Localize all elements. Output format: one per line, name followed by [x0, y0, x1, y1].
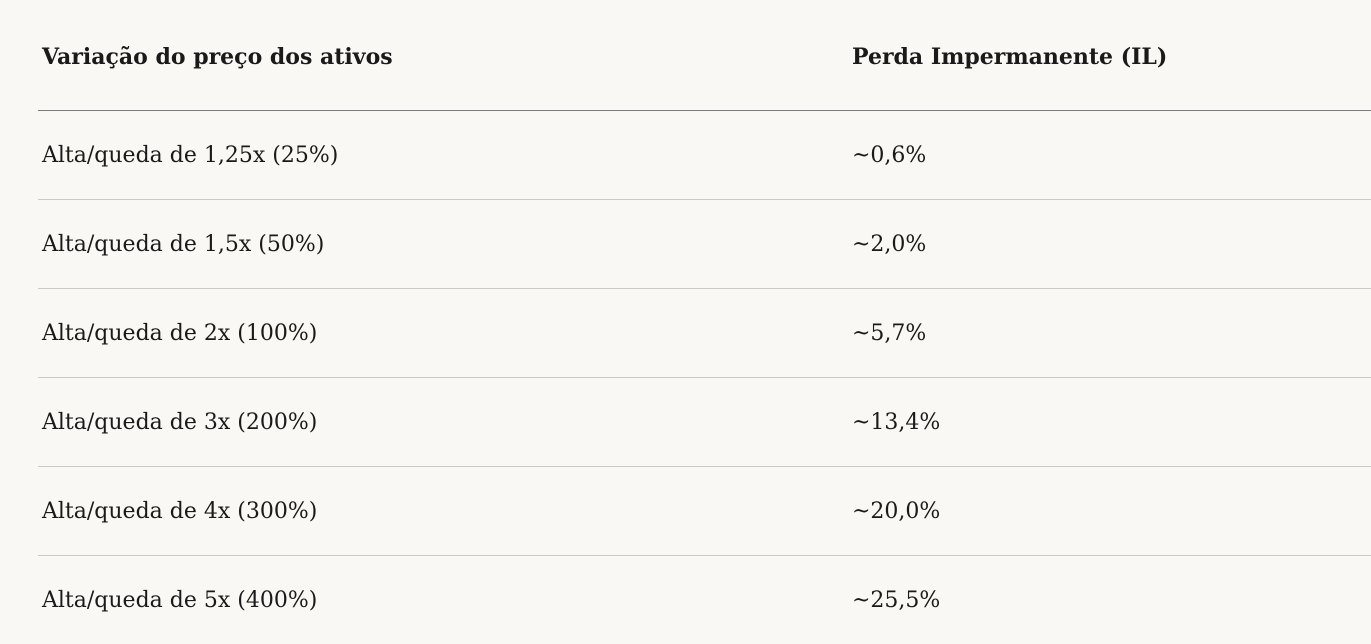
- il-cell: ~13,4%: [848, 378, 1371, 467]
- price-variation-cell: Alta/queda de 3x (200%): [38, 378, 848, 467]
- price-variation-cell: Alta/queda de 5x (400%): [38, 556, 848, 644]
- header-price-variation: Variação do preço dos ativos: [38, 38, 848, 111]
- price-variation-cell: Alta/queda de 2x (100%): [38, 289, 848, 378]
- il-cell: ~0,6%: [848, 111, 1371, 200]
- table-row: Alta/queda de 2x (100%)~5,7%: [38, 289, 1371, 378]
- table-row: Alta/queda de 5x (400%)~25,5%: [38, 556, 1371, 644]
- price-variation-cell: Alta/queda de 1,25x (25%): [38, 111, 848, 200]
- header-impermanent-loss: Perda Impermanente (IL): [848, 38, 1371, 111]
- table-row: Alta/queda de 1,25x (25%)~0,6%: [38, 111, 1371, 200]
- price-variation-cell: Alta/queda de 1,5x (50%): [38, 200, 848, 289]
- il-cell: ~25,5%: [848, 556, 1371, 644]
- il-cell: ~5,7%: [848, 289, 1371, 378]
- price-variation-cell: Alta/queda de 4x (300%): [38, 467, 848, 556]
- il-cell: ~20,0%: [848, 467, 1371, 556]
- header-row: Variação do preço dos ativos Perda Imper…: [38, 38, 1371, 111]
- table-row: Alta/queda de 4x (300%)~20,0%: [38, 467, 1371, 556]
- impermanent-loss-table: Variação do preço dos ativos Perda Imper…: [38, 38, 1371, 644]
- il-cell: ~2,0%: [848, 200, 1371, 289]
- table-row: Alta/queda de 3x (200%)~13,4%: [38, 378, 1371, 467]
- table-row: Alta/queda de 1,5x (50%)~2,0%: [38, 200, 1371, 289]
